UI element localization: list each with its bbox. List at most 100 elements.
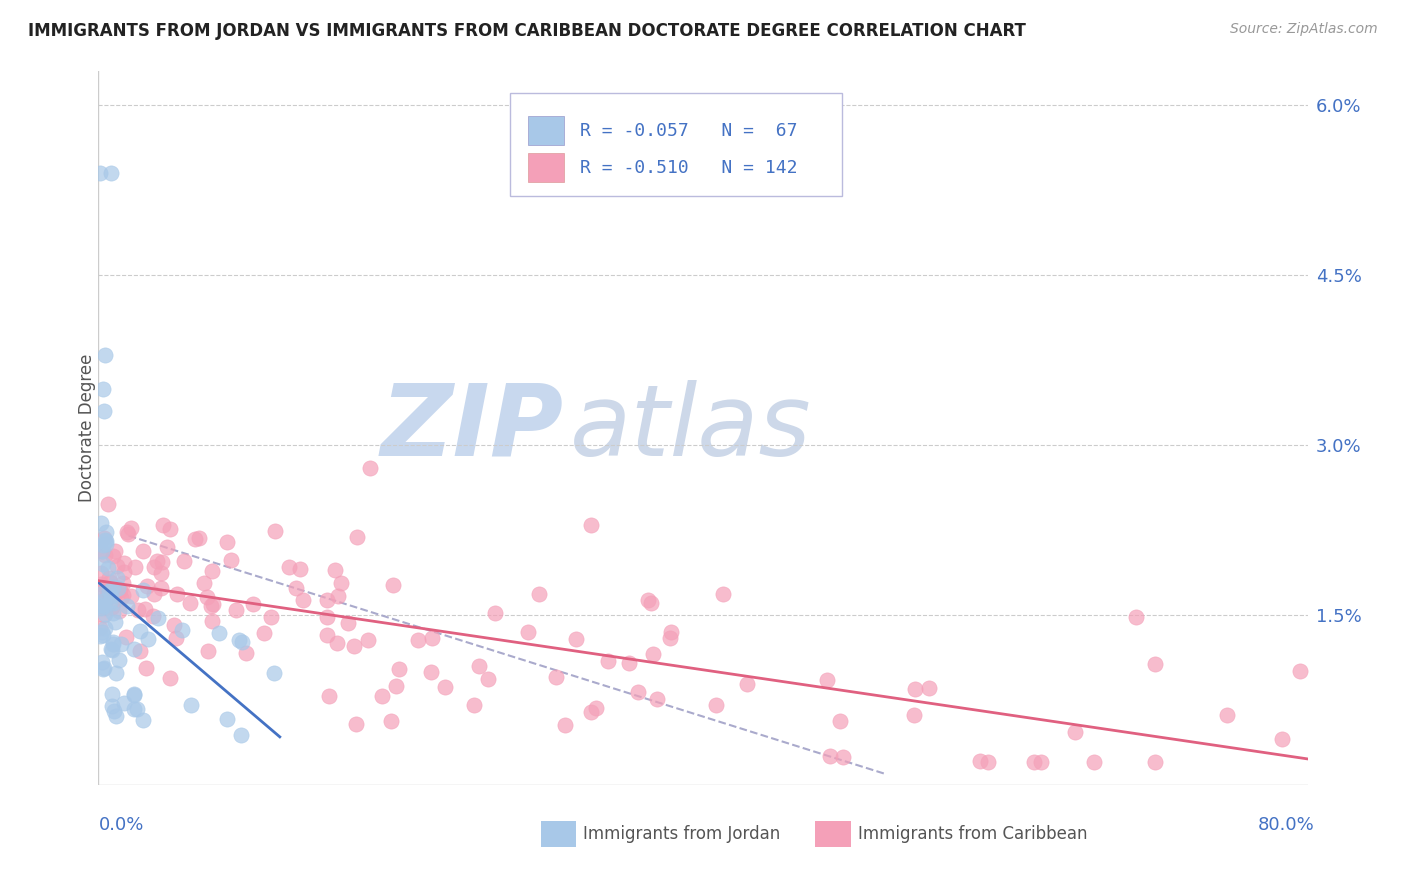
Point xyxy=(110,637,132,651)
Point xyxy=(150,581,173,595)
FancyBboxPatch shape xyxy=(509,93,842,196)
Point xyxy=(292,593,315,607)
Point xyxy=(105,666,128,681)
Point xyxy=(219,553,242,567)
Point xyxy=(554,718,576,732)
Point xyxy=(585,701,607,715)
Point xyxy=(1271,732,1294,747)
Point xyxy=(94,533,117,548)
Point xyxy=(100,590,122,604)
Point xyxy=(832,749,855,764)
FancyBboxPatch shape xyxy=(527,153,564,182)
Text: R = -0.057   N =  67: R = -0.057 N = 67 xyxy=(579,121,797,139)
Point xyxy=(98,583,121,598)
Point xyxy=(134,602,156,616)
FancyBboxPatch shape xyxy=(527,116,564,145)
Point xyxy=(91,594,114,608)
Point xyxy=(112,697,135,711)
Point xyxy=(152,517,174,532)
Point xyxy=(93,661,115,675)
Point xyxy=(346,530,368,544)
Point xyxy=(93,404,115,418)
Point xyxy=(165,631,187,645)
Point xyxy=(97,497,120,511)
Point xyxy=(90,656,112,670)
Point xyxy=(122,689,145,703)
Point xyxy=(93,347,115,361)
Point xyxy=(120,520,142,534)
Point xyxy=(146,554,169,568)
Point xyxy=(94,607,117,622)
Point xyxy=(316,609,339,624)
Point xyxy=(1144,756,1167,770)
Point xyxy=(264,524,287,539)
Point xyxy=(977,756,1000,770)
Point xyxy=(89,598,111,612)
Point xyxy=(112,576,135,591)
Point xyxy=(100,166,122,180)
Point xyxy=(101,599,124,614)
Point xyxy=(406,632,429,647)
Point xyxy=(90,601,112,615)
Point xyxy=(89,622,111,636)
Text: Source: ZipAtlas.com: Source: ZipAtlas.com xyxy=(1230,22,1378,37)
Point xyxy=(122,641,145,656)
Point xyxy=(318,689,340,703)
Point xyxy=(1216,708,1239,723)
Point xyxy=(98,571,121,585)
Point xyxy=(288,562,311,576)
Point xyxy=(125,702,148,716)
Point xyxy=(90,584,112,599)
Point xyxy=(253,626,276,640)
Point xyxy=(146,611,169,625)
Point xyxy=(565,632,588,646)
Point xyxy=(904,681,927,696)
Point xyxy=(132,713,155,727)
Point xyxy=(330,576,353,591)
Point xyxy=(159,671,181,685)
Point xyxy=(136,578,159,592)
Point xyxy=(101,549,124,564)
Text: R = -0.510   N = 142: R = -0.510 N = 142 xyxy=(579,159,797,177)
Point xyxy=(110,591,132,605)
Point xyxy=(201,615,224,629)
Point xyxy=(815,673,838,687)
Point xyxy=(127,603,149,617)
Point xyxy=(1029,756,1052,770)
Point xyxy=(94,590,117,604)
Point xyxy=(100,698,122,713)
Point xyxy=(195,590,218,604)
Point xyxy=(104,709,127,723)
Point xyxy=(135,661,157,675)
Point xyxy=(105,558,128,573)
Point xyxy=(115,525,138,540)
Point xyxy=(463,698,485,713)
Point xyxy=(468,658,491,673)
Point xyxy=(120,590,142,604)
Point xyxy=(229,729,252,743)
Point xyxy=(122,687,145,701)
Point xyxy=(201,597,224,611)
Point xyxy=(101,636,124,650)
Point xyxy=(91,382,114,396)
Point xyxy=(159,522,181,536)
Point xyxy=(105,571,128,585)
Point xyxy=(381,578,404,592)
Point xyxy=(179,596,201,610)
Point xyxy=(316,628,339,642)
Point xyxy=(112,557,135,571)
Point xyxy=(103,606,125,620)
Point xyxy=(112,588,135,602)
Point xyxy=(163,618,186,632)
Point xyxy=(91,624,114,639)
Point xyxy=(517,624,540,639)
Text: Immigrants from Jordan: Immigrants from Jordan xyxy=(583,825,780,843)
Point xyxy=(124,559,146,574)
Point xyxy=(108,582,131,597)
Point xyxy=(117,526,139,541)
Point xyxy=(91,538,114,552)
Point xyxy=(90,516,112,531)
Point xyxy=(90,543,112,558)
Point xyxy=(1024,756,1046,770)
Point xyxy=(91,662,114,676)
